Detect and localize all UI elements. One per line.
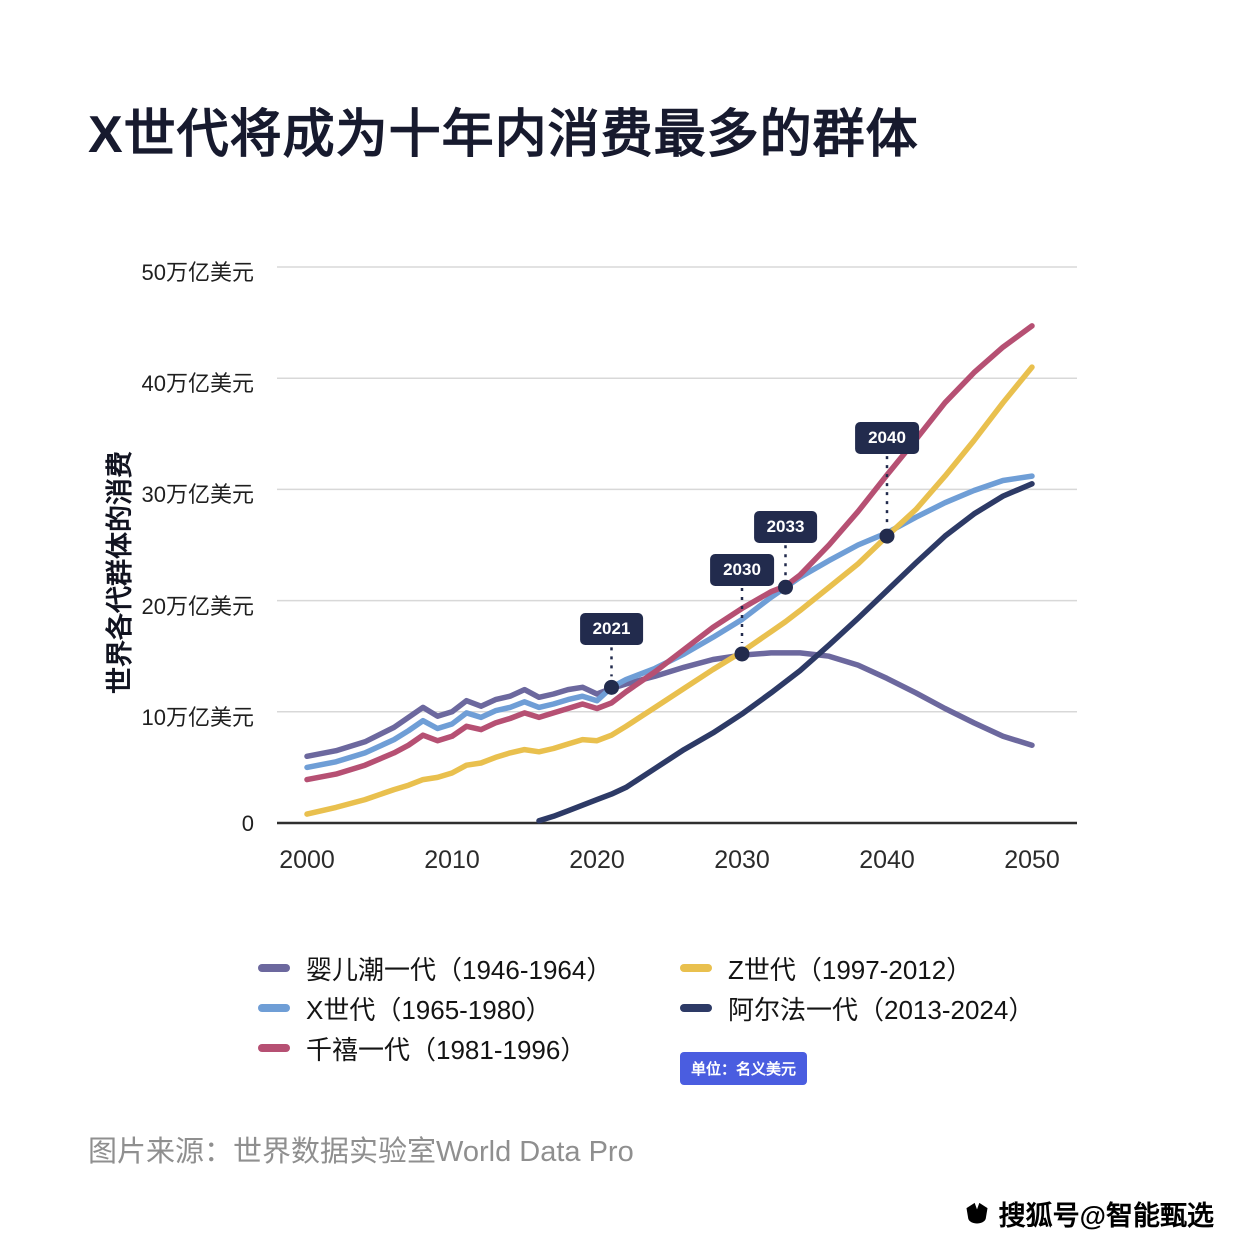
legend-item: 阿尔法一代（2013-2024）: [680, 988, 1034, 1028]
x-tick-label: 2030: [714, 846, 770, 874]
x-tick-label: 2000: [279, 846, 335, 874]
legend-label: 婴儿潮一代（1946-1964）: [306, 954, 613, 985]
annotation-dot-2033: [778, 579, 793, 595]
sohu-logo-icon: [963, 1200, 991, 1228]
legend-swatch: [680, 1004, 712, 1012]
annotation-badge-2040: 2040: [855, 422, 919, 455]
y-tick-label: 20万亿美元: [141, 593, 254, 619]
series-line-3: [304, 364, 1035, 817]
annotation-dot-2021: [604, 679, 619, 695]
legend-item: 婴儿潮一代（1946-1964）: [258, 948, 612, 988]
x-tick-label: 2050: [1004, 846, 1060, 874]
x-tick-label: 2020: [569, 846, 625, 874]
annotation-dot-2040: [879, 528, 895, 544]
watermark: 搜狐号@智能甄选: [963, 1194, 1214, 1233]
chart-legend: 婴儿潮一代（1946-1964） X世代（1965-1980） 千禧一代（1981-…: [258, 948, 1058, 1088]
legend-column: Z世代（1997-2012） 阿尔法一代（2013-2024）: [680, 948, 1034, 1028]
x-tick-label: 2010: [424, 846, 480, 874]
legend-swatch: [258, 1004, 290, 1012]
legend-label: Z世代（1997-2012）: [728, 954, 973, 985]
series-line-2: [304, 323, 1035, 783]
annotation-dot-2030: [734, 646, 750, 662]
gridlines: [277, 266, 1077, 825]
annotation-badge-2021: 2021: [579, 613, 644, 646]
chart-title: X世代将成为十年内消费最多的群体: [88, 106, 919, 164]
watermark-text: 搜狐号@智能甄选: [998, 1201, 1214, 1231]
legend-item: Z世代（1997-2012）: [680, 948, 1034, 988]
y-tick-label: 40万亿美元: [141, 371, 254, 397]
legend-swatch: [258, 1044, 290, 1052]
legend-swatch: [258, 964, 290, 972]
legend-label: 千禧一代（1981-1996）: [306, 1034, 587, 1065]
series-lines: [304, 323, 1035, 824]
x-tick-label: 2040: [859, 846, 915, 874]
y-tick-label: 0: [241, 811, 254, 836]
source-caption: 图片来源：世界数据实验室World Data Pro: [88, 1136, 634, 1168]
legend-column: 婴儿潮一代（1946-1964） X世代（1965-1980） 千禧一代（1981-…: [258, 948, 612, 1068]
y-tick-label: 30万亿美元: [141, 482, 254, 508]
series-line-1: [304, 473, 1035, 771]
legend-swatch: [680, 964, 712, 972]
legend-item: 千禧一代（1981-1996）: [258, 1028, 612, 1068]
legend-label: X世代（1965-1980）: [306, 994, 552, 1025]
annotation-marks: [604, 456, 895, 695]
annotation-badge-2030: 2030: [710, 553, 774, 586]
series-line-4: [536, 481, 1035, 824]
legend-item: X世代（1965-1980）: [258, 988, 612, 1028]
legend-label: 阿尔法一代（2013-2024）: [728, 994, 1035, 1025]
annotation-badge-2033: 2033: [753, 511, 818, 544]
unit-badge: 单位：名义美元: [680, 1052, 808, 1085]
y-tick-label: 50万亿美元: [141, 260, 254, 285]
series-line-0: [304, 650, 1035, 760]
y-tick-label: 10万亿美元: [141, 704, 254, 730]
